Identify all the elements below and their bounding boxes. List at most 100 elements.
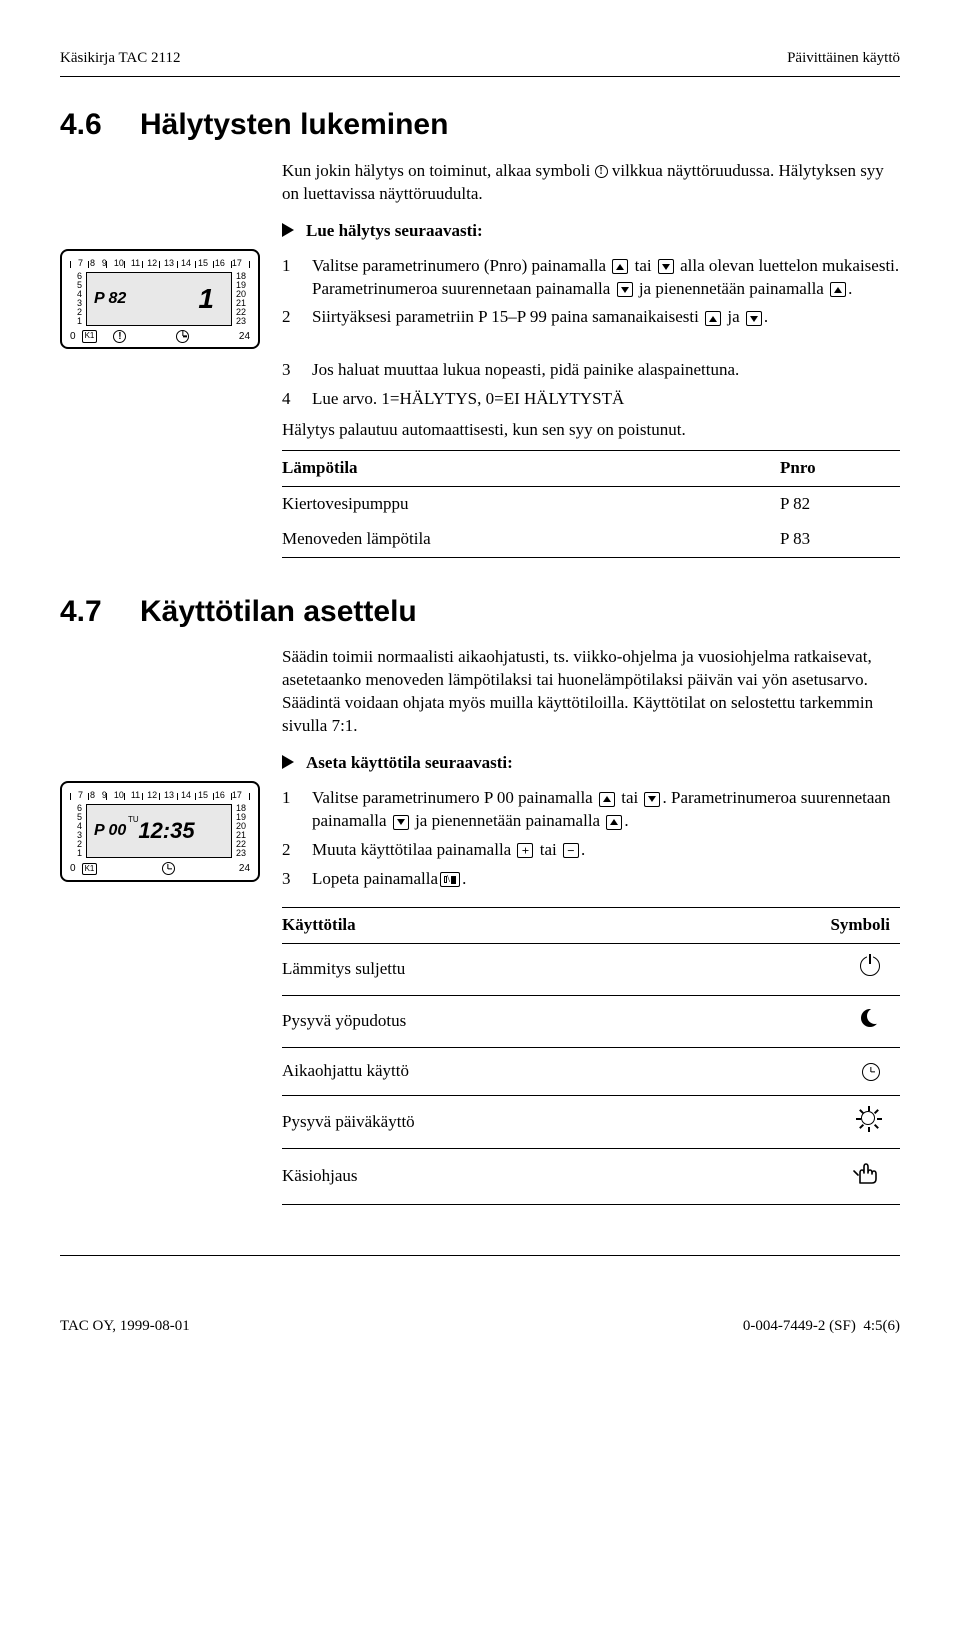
down-key-icon — [658, 259, 674, 274]
step2-text-a: Siirtyäksesi parametriin P 15–P 99 paina… — [312, 307, 703, 326]
lead-text: Lue hälytys seuraavasti: — [306, 220, 483, 243]
section-4-6-heading: Hälytysten lukeminen — [140, 108, 448, 141]
step4-text: Lue arvo. 1=HÄLYTYS, 0=EI HÄLYTYSTÄ — [312, 389, 624, 408]
table-header-symboli: Symboli — [692, 907, 900, 943]
s47-2c: . — [581, 840, 585, 859]
clock-icon — [862, 1063, 880, 1081]
header-right: Päivittäinen käyttö — [787, 48, 900, 68]
mode-label: Aikaohjattu käyttö — [282, 1047, 692, 1095]
up-key-icon — [705, 311, 721, 326]
intro-text-a: Kun jokin hälytys on toiminut, alkaa sym… — [282, 161, 595, 180]
section-4-7-title: 4.7Käyttötilan asettelu — [60, 592, 900, 633]
step-number: 4 — [282, 388, 298, 411]
down-key-icon — [393, 815, 409, 830]
mode-label: Lämmitys suljettu — [282, 943, 692, 995]
step2-text-b: ja — [723, 307, 744, 326]
sun-icon — [858, 1108, 880, 1130]
auto-reset-text: Hälytys palautuu automaattisesti, kun se… — [282, 420, 686, 439]
down-key-icon — [746, 311, 762, 326]
table-row: KiertovesipumppuP 82 — [282, 486, 900, 521]
lcd-display-1: P 82 1 — [86, 272, 232, 326]
right-scale-end: 24 — [239, 862, 250, 876]
header-rule — [60, 76, 900, 77]
lcd-param-label: P 82 — [94, 288, 126, 310]
kayttotila-table: Käyttötila Symboli Lämmitys suljettu Pys… — [282, 907, 900, 1206]
left-scale-zero: 0 — [70, 862, 76, 876]
section-4-6-steps: 1 Valitse parametrinumero (Pnro) painama… — [282, 249, 900, 336]
mode-label: Pysyvä yöpudotus — [282, 995, 692, 1047]
section-4-7-lead: Aseta käyttötila seuraavasti: — [282, 752, 900, 775]
section-4-7-number: 4.7 — [60, 592, 140, 633]
hand-icon — [852, 1161, 880, 1185]
table-cell-pnro: P 82 — [780, 486, 900, 521]
step-number: 3 — [282, 868, 298, 891]
section-4-7-heading: Käyttötilan asettelu — [140, 595, 417, 628]
device-figure-1: 7891011121314151617 654321 P 82 1 181920… — [60, 249, 260, 350]
page-footer: TAC OY, 1999-08-01 0-004-7449-2 (SF) 4:5… — [60, 1316, 900, 1336]
s47-1b: tai — [617, 788, 643, 807]
step2-text-c: . — [764, 307, 768, 326]
footer-right: 0-004-7449-2 (SF) 4:5(6) — [743, 1316, 900, 1336]
lcd-tu-label: TU — [128, 815, 139, 826]
footer-rule — [60, 1255, 900, 1256]
step-number: 1 — [282, 787, 298, 833]
alarm-icon: ! — [113, 330, 126, 343]
section-4-6-steps-continued: 3 Jos haluat muuttaa lukua nopeasti, pid… — [282, 359, 900, 558]
section-4-7-steps: 1 Valitse parametrinumero P 00 painamall… — [282, 781, 900, 897]
up-key-icon — [612, 259, 628, 274]
right-scale-end: 24 — [239, 330, 250, 344]
exclamation-icon: ! — [595, 165, 608, 178]
table-row: Pysyvä yöpudotus — [282, 995, 900, 1047]
step1-text-a: Valitse parametrinumero (Pnro) painamall… — [312, 256, 610, 275]
stop-key-icon: \ — [440, 872, 460, 887]
s47-1e: . — [624, 811, 628, 830]
table-row: Menoveden lämpötilaP 83 — [282, 522, 900, 557]
table-row: Aikaohjattu käyttö — [282, 1047, 900, 1095]
pnro-table: Lämpötila Pnro KiertovesipumppuP 82Menov… — [282, 450, 900, 558]
s47-3a: Lopeta painamalla — [312, 869, 438, 888]
lcd-param-label: P 00 — [94, 820, 126, 842]
s47-3b: . — [462, 869, 466, 888]
minus-key-icon — [563, 843, 579, 858]
section-4-6-number: 4.6 — [60, 105, 140, 146]
intro47-text: Säädin toimii normaalisti aikaohjatusti,… — [282, 647, 873, 735]
k1-badge: K1 — [82, 330, 98, 343]
step-number: 3 — [282, 359, 298, 382]
step3-text: Jos haluat muuttaa lukua nopeasti, pidä … — [312, 360, 739, 379]
mode-label: Käsiohjaus — [282, 1149, 692, 1205]
page-header: Käsikirja TAC 2112 Päivittäinen käyttö — [60, 48, 900, 68]
header-left: Käsikirja TAC 2112 — [60, 48, 180, 68]
lcd-display-2: TU P 00 12:35 — [86, 804, 232, 858]
clock-icon — [176, 330, 189, 343]
table-row: Lämmitys suljettu — [282, 943, 900, 995]
mode-label: Pysyvä päiväkäyttö — [282, 1095, 692, 1149]
up-key-icon — [599, 792, 615, 807]
table-header-lampotila: Lämpötila — [282, 451, 780, 487]
table-cell-name: Menoveden lämpötila — [282, 522, 780, 557]
lead47-text: Aseta käyttötila seuraavasti: — [306, 752, 513, 775]
power-icon — [860, 956, 880, 976]
section-4-6-title: 4.6Hälytysten lukeminen — [60, 105, 900, 146]
lcd-clock-value: 12:35 — [138, 816, 194, 846]
clock-icon — [162, 862, 175, 875]
section-4-7-intro: Säädin toimii normaalisti aikaohjatusti,… — [282, 646, 900, 738]
triangle-bullet-icon — [282, 755, 294, 769]
table-header-pnro: Pnro — [780, 451, 900, 487]
up-key-icon — [830, 282, 846, 297]
table-cell-name: Kiertovesipumppu — [282, 486, 780, 521]
s47-2a: Muuta käyttötilaa painamalla — [312, 840, 515, 859]
down-key-icon — [617, 282, 633, 297]
table-cell-pnro: P 83 — [780, 522, 900, 557]
step-number: 1 — [282, 255, 298, 301]
step-number: 2 — [282, 306, 298, 329]
table-row: Käsiohjaus — [282, 1149, 900, 1205]
step-number: 2 — [282, 839, 298, 862]
step1-text-d: ja pienennetään painamalla — [635, 279, 829, 298]
s47-2b: tai — [535, 840, 561, 859]
plus-key-icon — [517, 843, 533, 858]
table-row: Pysyvä päiväkäyttö — [282, 1095, 900, 1149]
section-4-6-lead: Lue hälytys seuraavasti: — [282, 220, 900, 243]
left-scale-zero: 0 — [70, 330, 76, 344]
s47-1a: Valitse parametrinumero P 00 painamalla — [312, 788, 597, 807]
up-key-icon — [606, 815, 622, 830]
